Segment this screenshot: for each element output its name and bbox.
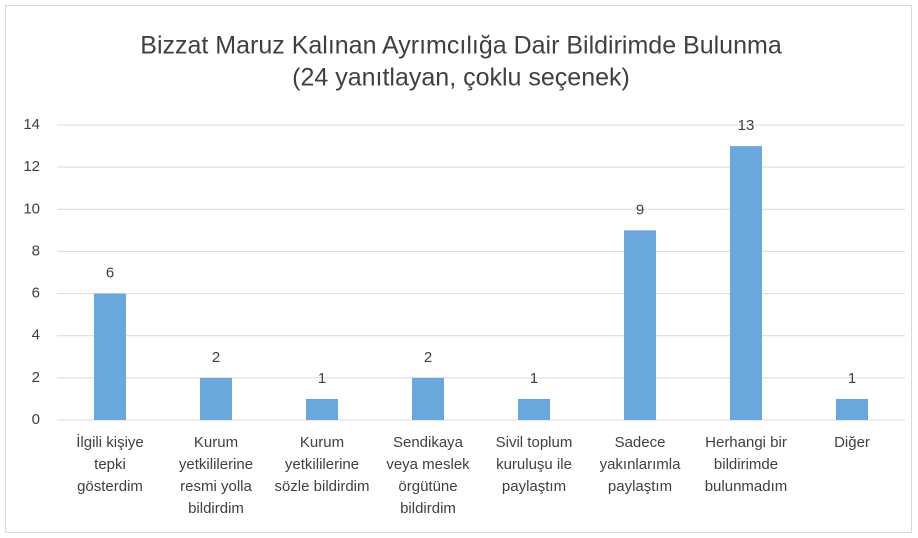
y-tick-label: 0 [32, 411, 40, 428]
x-tick-label: Kurum yetkililerine sözle bildirdim [274, 434, 370, 495]
bar [94, 293, 126, 420]
x-tick-label: Sadece yakınlarımla paylaştım [599, 434, 681, 495]
bar [730, 146, 762, 421]
bar [306, 398, 338, 420]
chart-subtitle: (24 yanıtlayan, çoklu seçenek) [292, 64, 630, 92]
value-label: 13 [738, 117, 755, 134]
value-label: 1 [530, 370, 538, 387]
value-label: 2 [424, 349, 432, 366]
x-tick-label: Kurum yetkililerine resmi yolla bildirdi… [178, 434, 254, 517]
chart-title: Bizzat Maruz Kalınan Ayrımcılığa Dair Bi… [140, 32, 782, 60]
bar [412, 377, 444, 420]
value-label: 6 [106, 265, 114, 282]
y-tick-label: 12 [23, 158, 40, 175]
value-label: 1 [318, 370, 326, 387]
value-label: 1 [848, 370, 856, 387]
y-tick-label: 10 [23, 200, 40, 217]
bar [836, 398, 868, 420]
x-tick-label: Sivil toplum kuruluşu ile paylaştım [495, 434, 573, 495]
bar [624, 230, 656, 420]
bar [518, 398, 550, 420]
value-label: 9 [636, 201, 644, 218]
bar [200, 377, 232, 420]
x-tick-label: Herhangi bir bildirimde bulunmadım [704, 434, 788, 495]
x-tick-label: Diğer [834, 434, 870, 451]
y-tick-label: 14 [23, 116, 40, 133]
value-label: 2 [212, 349, 220, 366]
x-tick-label: Sendikaya veya meslek örgütüne bildirdim [386, 434, 470, 517]
y-tick-label: 4 [32, 327, 40, 344]
x-tick-label: İlgili kişiye tepki gösterdim [76, 434, 144, 495]
y-tick-label: 6 [32, 285, 40, 302]
y-tick-label: 2 [32, 369, 40, 386]
y-tick-label: 8 [32, 242, 40, 259]
